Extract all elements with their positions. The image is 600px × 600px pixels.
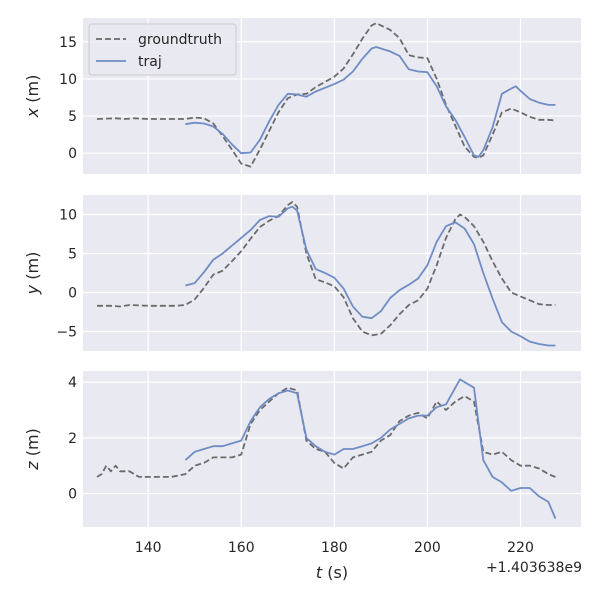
- y-tick-label: −5: [56, 325, 77, 341]
- y-tick-label: 10: [59, 72, 77, 88]
- x-tick-label: 180: [321, 540, 348, 556]
- panel-0: 0 5 10 15 x (m) groundtruth traj: [23, 18, 581, 174]
- x-tick-label: 220: [507, 540, 534, 556]
- panel-1: −5 0 5 10 y (m): [23, 195, 581, 351]
- y-tick-label: 0: [68, 487, 77, 503]
- y-tick-label: 2: [68, 431, 77, 447]
- panel-background: [83, 371, 581, 527]
- legend-box: [88, 23, 237, 76]
- y-tick-label: 5: [68, 247, 77, 263]
- y-tick-label: 5: [68, 109, 77, 125]
- y-tick-label: 4: [68, 375, 77, 391]
- series-traj: [185, 46, 556, 158]
- y-tick-label: 0: [68, 146, 77, 162]
- x-offset-label: +1.403638e9: [486, 560, 582, 576]
- y-axis-label: y (m): [23, 252, 42, 296]
- series-groundtruth: [96, 22, 556, 168]
- x-tick-label: 160: [228, 540, 255, 556]
- y-axis-label: z (m): [23, 428, 42, 471]
- series-groundtruth: [97, 201, 556, 337]
- panel-2: 0 2 4 z (m) 140 160 180 200 220: [23, 371, 581, 556]
- y-tick-label: 0: [68, 286, 77, 302]
- x-axis-label: t (s): [316, 563, 348, 582]
- y-tick-label: 10: [59, 208, 77, 224]
- legend-label-traj: traj: [138, 54, 162, 70]
- y-axis-label: x (m): [23, 75, 42, 119]
- legend: groundtruth traj: [88, 23, 237, 76]
- x-tick-label: 140: [135, 540, 162, 556]
- legend-label-groundtruth: groundtruth: [138, 32, 222, 48]
- series-traj: [184, 378, 557, 519]
- series-groundtruth: [96, 386, 556, 478]
- x-tick-label: 200: [414, 540, 441, 556]
- y-tick-label: 15: [59, 35, 77, 51]
- series-traj: [185, 205, 556, 347]
- panels: 0 5 10 15 x (m) groundtruth traj −5 0 5 10 y (m) 0 2 4…: [23, 18, 581, 556]
